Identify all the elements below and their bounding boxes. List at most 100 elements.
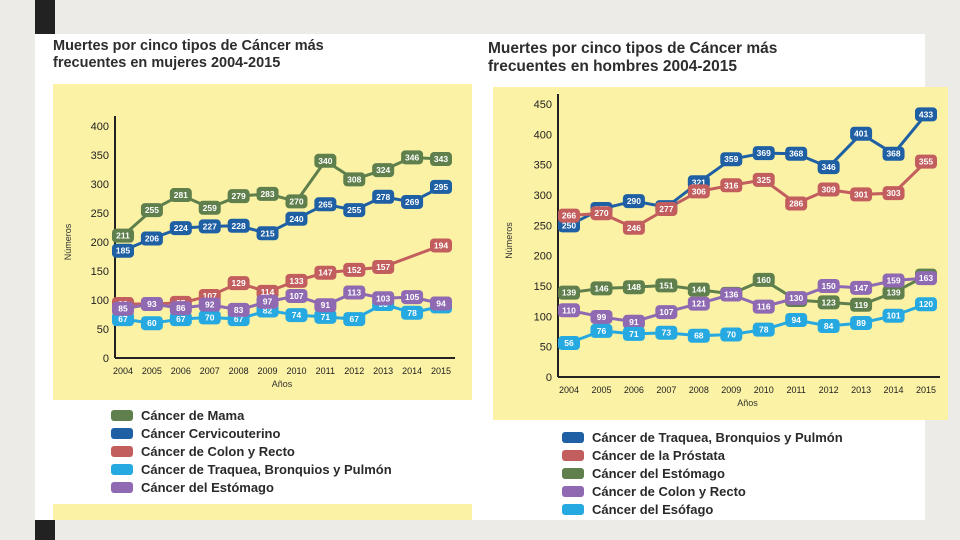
data-label: 105 <box>405 292 419 302</box>
data-point-marker <box>285 211 308 226</box>
data-point-marker <box>112 228 134 243</box>
data-point-marker <box>687 184 710 199</box>
legend-item: Cáncer de Traquea, Bronquios y Pulmón <box>562 428 843 446</box>
data-label: 139 <box>562 288 576 298</box>
y-tick-label: 50 <box>97 324 109 336</box>
x-tick-label: 2011 <box>316 366 335 376</box>
legend-label: Cáncer del Esófago <box>592 501 714 517</box>
data-label: 91 <box>321 300 331 310</box>
data-label: 74 <box>292 310 302 320</box>
data-label: 281 <box>174 190 188 200</box>
data-label: 401 <box>854 129 868 139</box>
data-label: 107 <box>289 291 303 301</box>
y-tick-label: 300 <box>91 179 109 191</box>
data-point-marker <box>198 219 221 234</box>
data-point-marker <box>850 187 873 202</box>
data-label: 73 <box>662 328 672 338</box>
y-tick-label: 400 <box>534 129 552 141</box>
data-point-marker <box>314 265 337 280</box>
data-point-marker <box>882 186 905 201</box>
data-label: 159 <box>886 276 900 286</box>
data-label: 82 <box>263 305 273 315</box>
data-label: 157 <box>376 262 390 272</box>
data-point-marker <box>720 152 743 167</box>
data-label: 301 <box>854 189 868 199</box>
y-tick-label: 350 <box>534 160 552 172</box>
data-point-marker <box>343 285 366 300</box>
data-point-marker <box>882 285 905 300</box>
data-point-marker <box>169 301 192 316</box>
data-point-marker <box>785 291 808 306</box>
data-point-marker <box>752 272 775 287</box>
data-label: 114 <box>261 287 275 297</box>
data-label: 228 <box>232 221 246 231</box>
data-point-marker <box>817 182 840 197</box>
data-point-marker <box>372 259 395 274</box>
data-label: 67 <box>118 314 128 324</box>
data-label: 76 <box>597 326 607 336</box>
data-point-marker <box>169 312 192 327</box>
legend-item: Cáncer Cervicouterino <box>111 424 392 442</box>
data-point-marker <box>372 189 395 204</box>
data-label: 215 <box>260 228 274 238</box>
data-point-marker <box>430 238 452 253</box>
data-label: 265 <box>318 199 332 209</box>
data-point-marker <box>169 221 192 236</box>
data-label: 211 <box>116 231 130 241</box>
data-point-marker <box>198 297 221 312</box>
y-axis-label: Números <box>504 222 514 259</box>
data-label: 144 <box>692 285 706 295</box>
data-label: 346 <box>822 162 836 172</box>
chart-panel-men: Muertes por cinco tipos de Cáncer más fr… <box>488 34 948 520</box>
data-point-marker <box>655 305 678 320</box>
data-point-marker <box>558 303 580 318</box>
data-label: 324 <box>376 165 390 175</box>
y-tick-label: 100 <box>534 311 552 323</box>
data-point-marker <box>372 163 395 178</box>
legend-swatch <box>111 463 133 475</box>
slide-corner-decoration <box>35 0 55 34</box>
data-label: 266 <box>562 211 576 221</box>
data-label: 303 <box>886 188 900 198</box>
y-tick-label: 300 <box>534 190 552 202</box>
data-point-marker <box>227 189 250 204</box>
data-point-marker <box>915 297 937 312</box>
data-point-marker <box>687 296 710 311</box>
data-point-marker <box>817 279 840 293</box>
y-tick-label: 0 <box>546 372 552 384</box>
legend-swatch <box>562 449 584 461</box>
data-point-marker <box>622 326 645 341</box>
x-tick-label: 2008 <box>689 385 709 395</box>
data-label: 139 <box>886 288 900 298</box>
y-tick-label: 200 <box>534 251 552 263</box>
legend-item: Cáncer del Estómago <box>111 478 392 496</box>
data-label: 255 <box>347 205 361 215</box>
y-tick-label: 0 <box>103 353 109 365</box>
data-point-marker <box>687 328 710 343</box>
y-tick-label: 450 <box>534 99 552 111</box>
slide-corner-decoration-bottom <box>35 520 55 540</box>
data-point-marker <box>622 194 645 209</box>
legend-swatch <box>562 503 584 515</box>
data-label: 152 <box>347 265 361 275</box>
data-point-marker <box>752 146 775 161</box>
x-axis-label: Años <box>272 379 293 389</box>
data-label: 129 <box>232 278 246 288</box>
data-label: 146 <box>594 283 608 293</box>
data-label: 325 <box>757 175 771 185</box>
data-label: 433 <box>919 109 933 119</box>
data-label: 283 <box>260 189 274 199</box>
y-tick-label: 200 <box>91 237 109 249</box>
data-label: 68 <box>694 331 704 341</box>
data-point-marker <box>687 282 710 297</box>
data-point-marker <box>227 218 250 233</box>
data-label: 67 <box>176 314 186 324</box>
data-point-marker <box>785 146 808 161</box>
data-point-marker <box>720 178 743 193</box>
data-point-marker <box>343 172 366 187</box>
data-point-marker <box>285 308 308 323</box>
data-point-marker <box>882 273 905 288</box>
x-tick-label: 2009 <box>721 385 741 395</box>
data-point-marker <box>915 271 937 286</box>
data-point-marker <box>430 152 452 167</box>
